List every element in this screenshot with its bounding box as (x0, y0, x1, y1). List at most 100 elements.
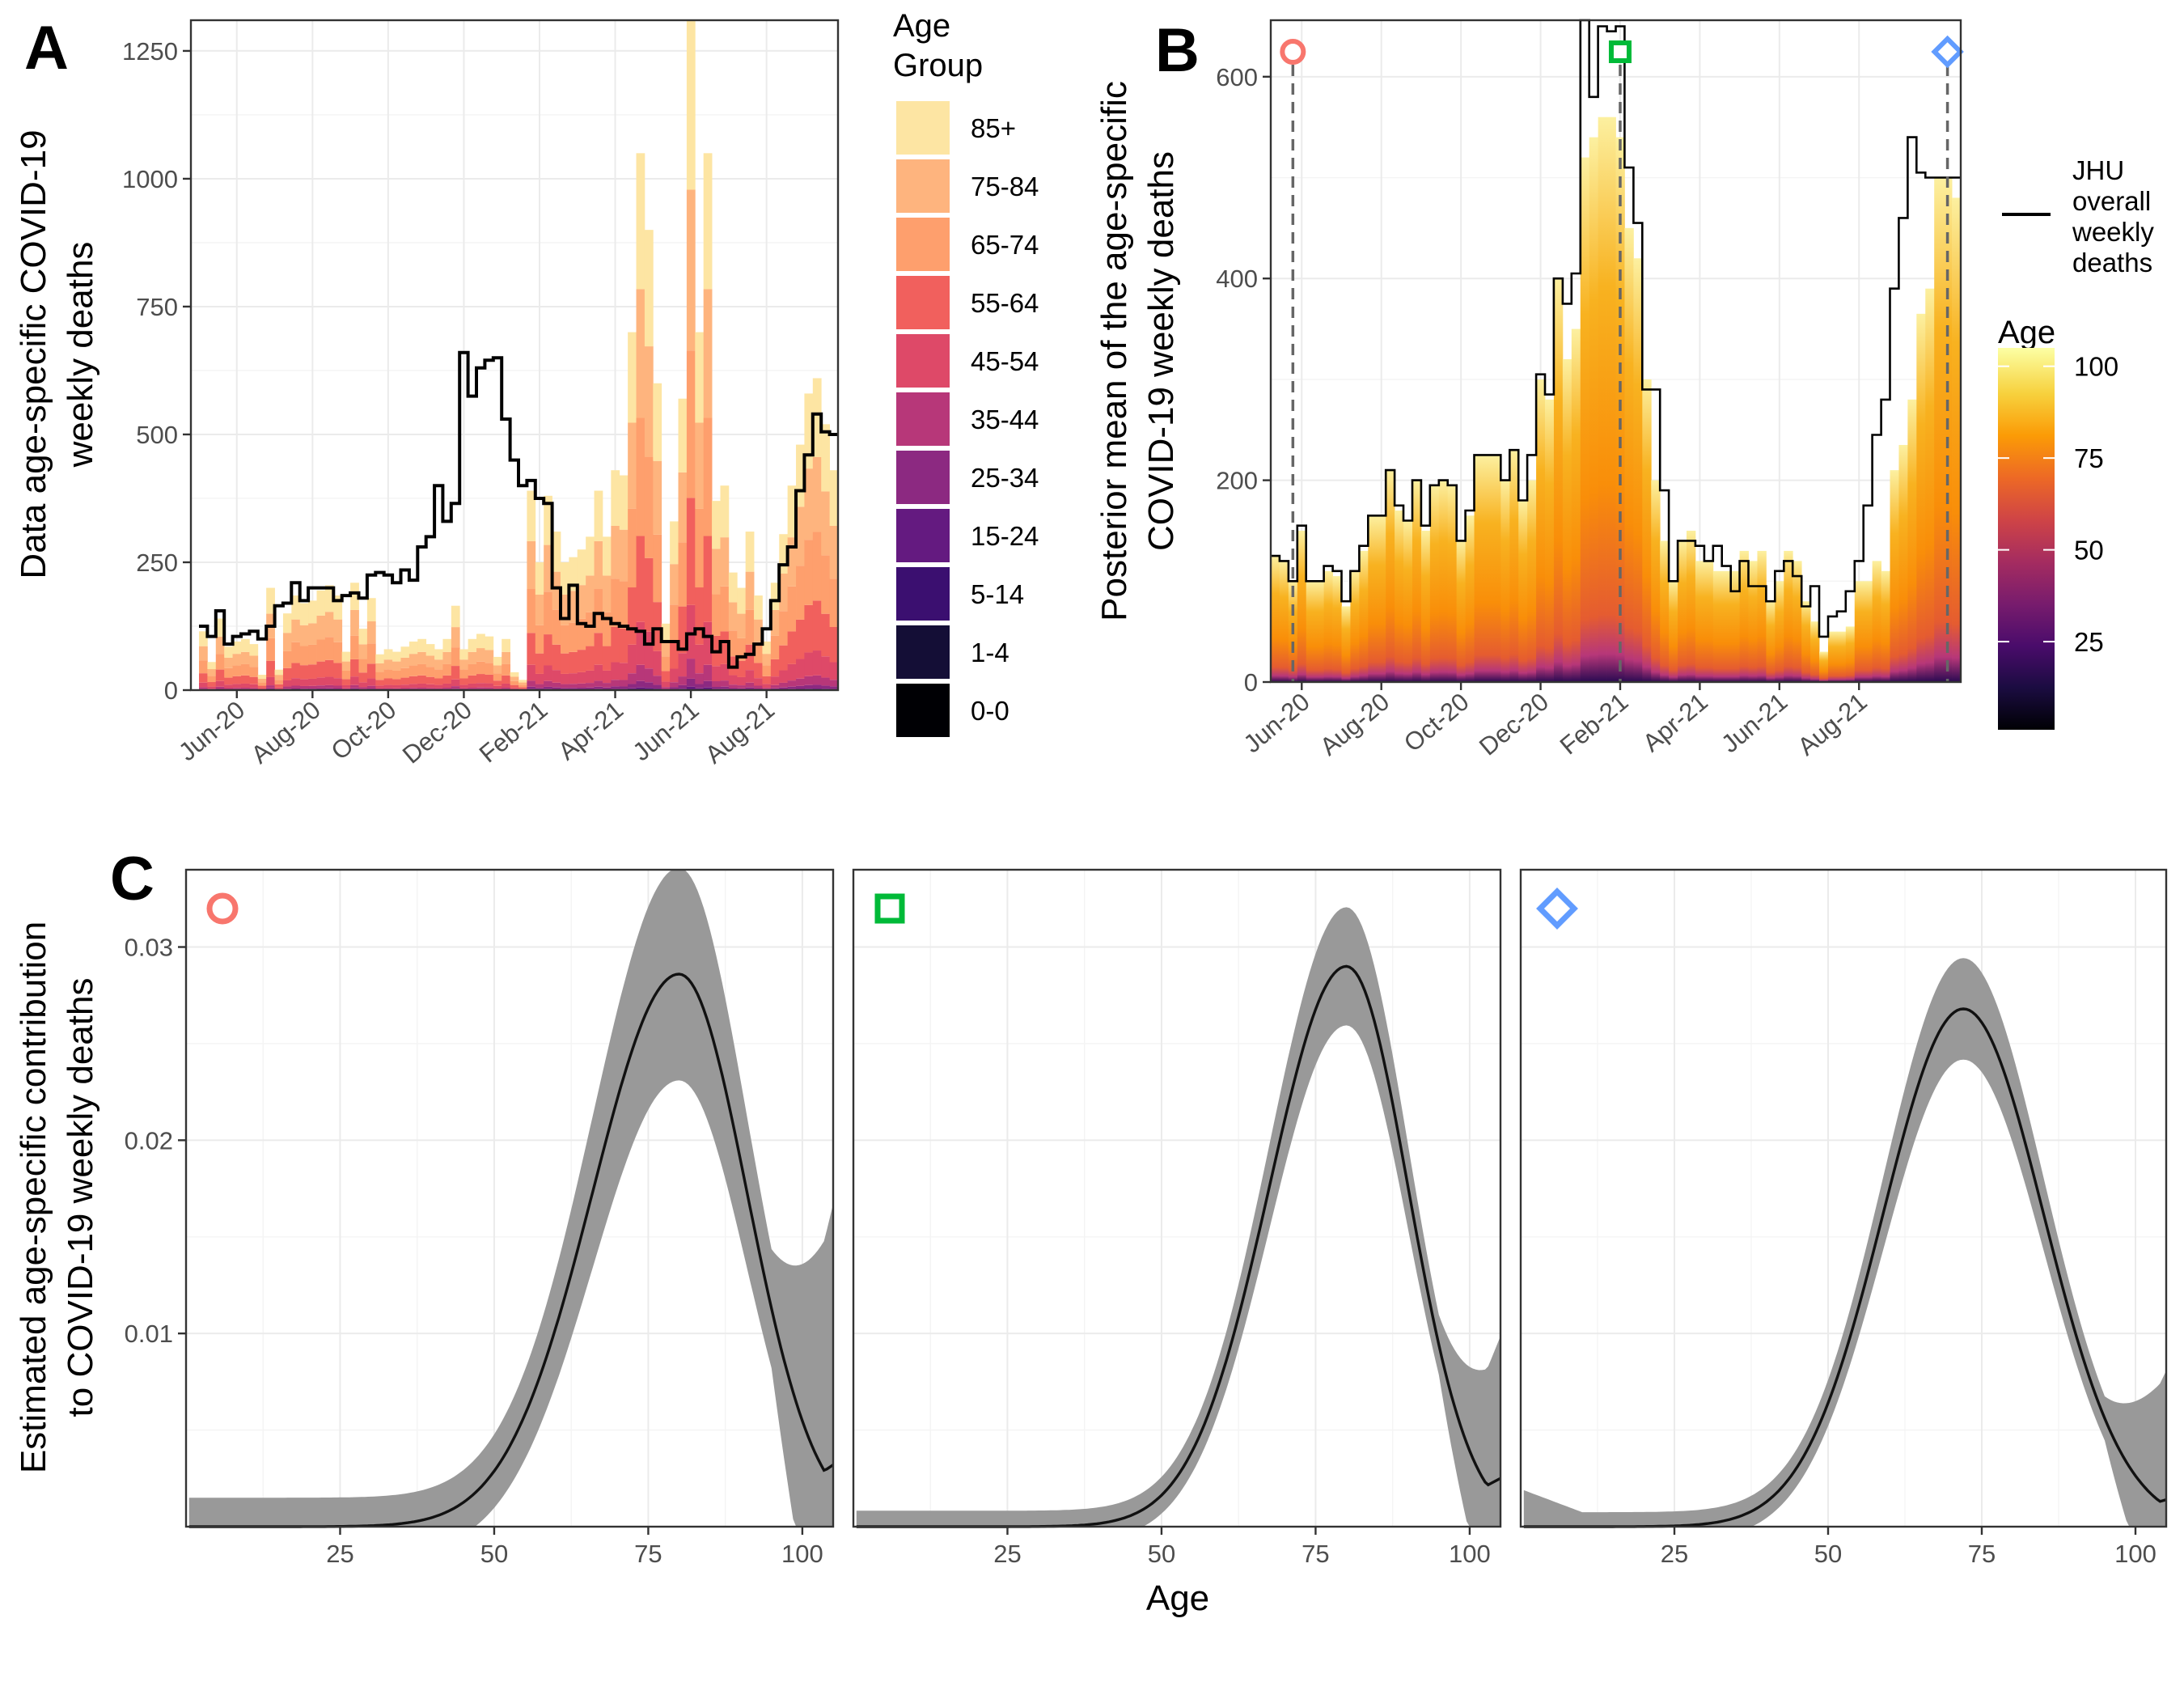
x-tick-label: 50 (480, 1540, 508, 1568)
bar-segment-25-34 (316, 688, 326, 690)
bar-segment-45-54 (199, 682, 208, 688)
posterior-bar (1297, 530, 1307, 682)
bar-segment-35-44 (762, 688, 772, 689)
bar-segment-65-74 (358, 659, 368, 673)
bar-segment-25-34 (569, 688, 578, 690)
x-tick-label: 75 (1302, 1540, 1329, 1568)
posterior-bar (1377, 515, 1386, 682)
bar-segment-55-64 (552, 644, 561, 671)
bar-segment-25-34 (712, 687, 721, 689)
bar-segment-85+ (400, 646, 410, 658)
square-marker-icon (874, 893, 905, 924)
bar-segment-45-54 (678, 653, 688, 677)
legend-label-5-14: 5-14 (971, 579, 1024, 609)
bar-segment-65-74 (812, 532, 822, 601)
colorbar-ticks: 25 50 75 100 (1998, 352, 2118, 657)
posterior-bar (1606, 117, 1616, 682)
circle-marker-icon (206, 892, 239, 925)
bar-segment-85+ (485, 636, 494, 650)
bar-segment-55-64 (686, 498, 696, 605)
bar-segment-55-64 (594, 633, 603, 665)
bar-segment-75-84 (804, 468, 814, 540)
legend-label-65-74: 65-74 (971, 230, 1039, 260)
bar-segment-85+ (678, 398, 688, 472)
bar-segment-35-44 (493, 688, 502, 690)
bar-segment-45-54 (502, 683, 510, 688)
x-tick-label: 50 (1148, 1540, 1175, 1568)
posterior-bar (1934, 177, 1944, 682)
bar-segment-35-44 (527, 680, 536, 687)
posterior-bar (1438, 480, 1449, 682)
posterior-bar (1306, 581, 1316, 682)
bar-segment-75-84 (619, 529, 629, 582)
bar-segment-75-84 (594, 540, 603, 590)
bar-segment-85+ (703, 153, 713, 290)
bar-segment-75-84 (366, 621, 376, 644)
bar-segment-45-54 (493, 685, 502, 689)
diamond-marker-icon (1931, 35, 1964, 69)
bar-segment-75-84 (468, 651, 477, 664)
y-tick-label: 600 (1216, 63, 1258, 91)
bar-segment-55-64 (240, 675, 250, 684)
bar-segment-85+ (442, 638, 452, 652)
panel-c-ylabel-line2: to COVID-19 weekly deaths (61, 978, 100, 1417)
posterior-bar (1509, 450, 1519, 682)
bar-segment-55-64 (535, 653, 544, 674)
posterior-bar (1429, 485, 1440, 682)
bar-segment-85+ (686, 20, 696, 190)
bar-segment-55-64 (804, 604, 814, 653)
bar-segment-75-84 (527, 540, 536, 590)
bar-segment-75-84 (821, 491, 830, 556)
bar-segment-75-84 (375, 663, 385, 672)
bar-segment-55-64 (737, 660, 747, 677)
posterior-bar (1872, 561, 1881, 682)
x-tick-label: Dec-20 (397, 696, 477, 769)
posterior-bar (1890, 470, 1899, 682)
posterior-bar (1792, 561, 1802, 682)
circle-marker-icon (1280, 39, 1306, 65)
bar-segment-55-64 (518, 687, 527, 689)
bar-segment-75-84 (333, 619, 343, 642)
bar-segment-75-84 (417, 651, 427, 664)
bar-segment-75-84 (341, 661, 351, 671)
bar-segment-85+ (745, 532, 755, 572)
posterior-bar (1952, 197, 1962, 682)
bar-segment-85+ (240, 638, 250, 652)
bar-segment-35-44 (712, 681, 721, 688)
legend-label-45-54: 45-54 (971, 346, 1039, 376)
bar-segment-65-74 (408, 665, 418, 676)
posterior-bar (1341, 606, 1351, 682)
bar-segment-85+ (358, 629, 368, 645)
bar-segment-45-54 (695, 644, 705, 674)
legend-label-0-0: 0-0 (971, 696, 1009, 726)
bar-segment-45-54 (670, 668, 679, 683)
square-marker-icon (1608, 40, 1632, 63)
bar-segment-65-74 (341, 670, 351, 680)
legend-swatch-5-14 (896, 567, 950, 621)
bar-segment-45-54 (299, 679, 309, 686)
bar-segment-65-74 (442, 663, 452, 676)
posterior-bar (1474, 455, 1484, 682)
bar-segment-45-54 (224, 684, 233, 688)
bar-segment-85+ (468, 638, 477, 652)
bar-segment-25-34 (678, 684, 688, 689)
y-tick-label: 750 (136, 293, 178, 321)
bar-segment-25-34 (787, 686, 797, 689)
bar-segment-55-64 (274, 684, 284, 688)
bar-segment-35-44 (653, 676, 662, 685)
bar-segment-35-44 (341, 688, 351, 690)
bar-segment-55-64 (812, 600, 822, 651)
bar-segment-25-34 (796, 685, 805, 689)
bar-segment-55-64 (661, 671, 671, 682)
posterior-bar (1748, 561, 1758, 682)
legend-label-55-64: 55-64 (971, 288, 1039, 318)
bar-segment-65-74 (299, 646, 309, 666)
bar-segment-45-54 (358, 682, 368, 688)
panel-a-ylabel-line2: weekly deaths (61, 242, 100, 468)
bar-segment-65-74 (611, 578, 620, 627)
x-tick-label: Aug-20 (246, 696, 326, 769)
bar-segment-75-84 (829, 525, 839, 579)
y-tick-label: 0.03 (125, 934, 173, 962)
bar-segment-75-84 (644, 346, 654, 457)
